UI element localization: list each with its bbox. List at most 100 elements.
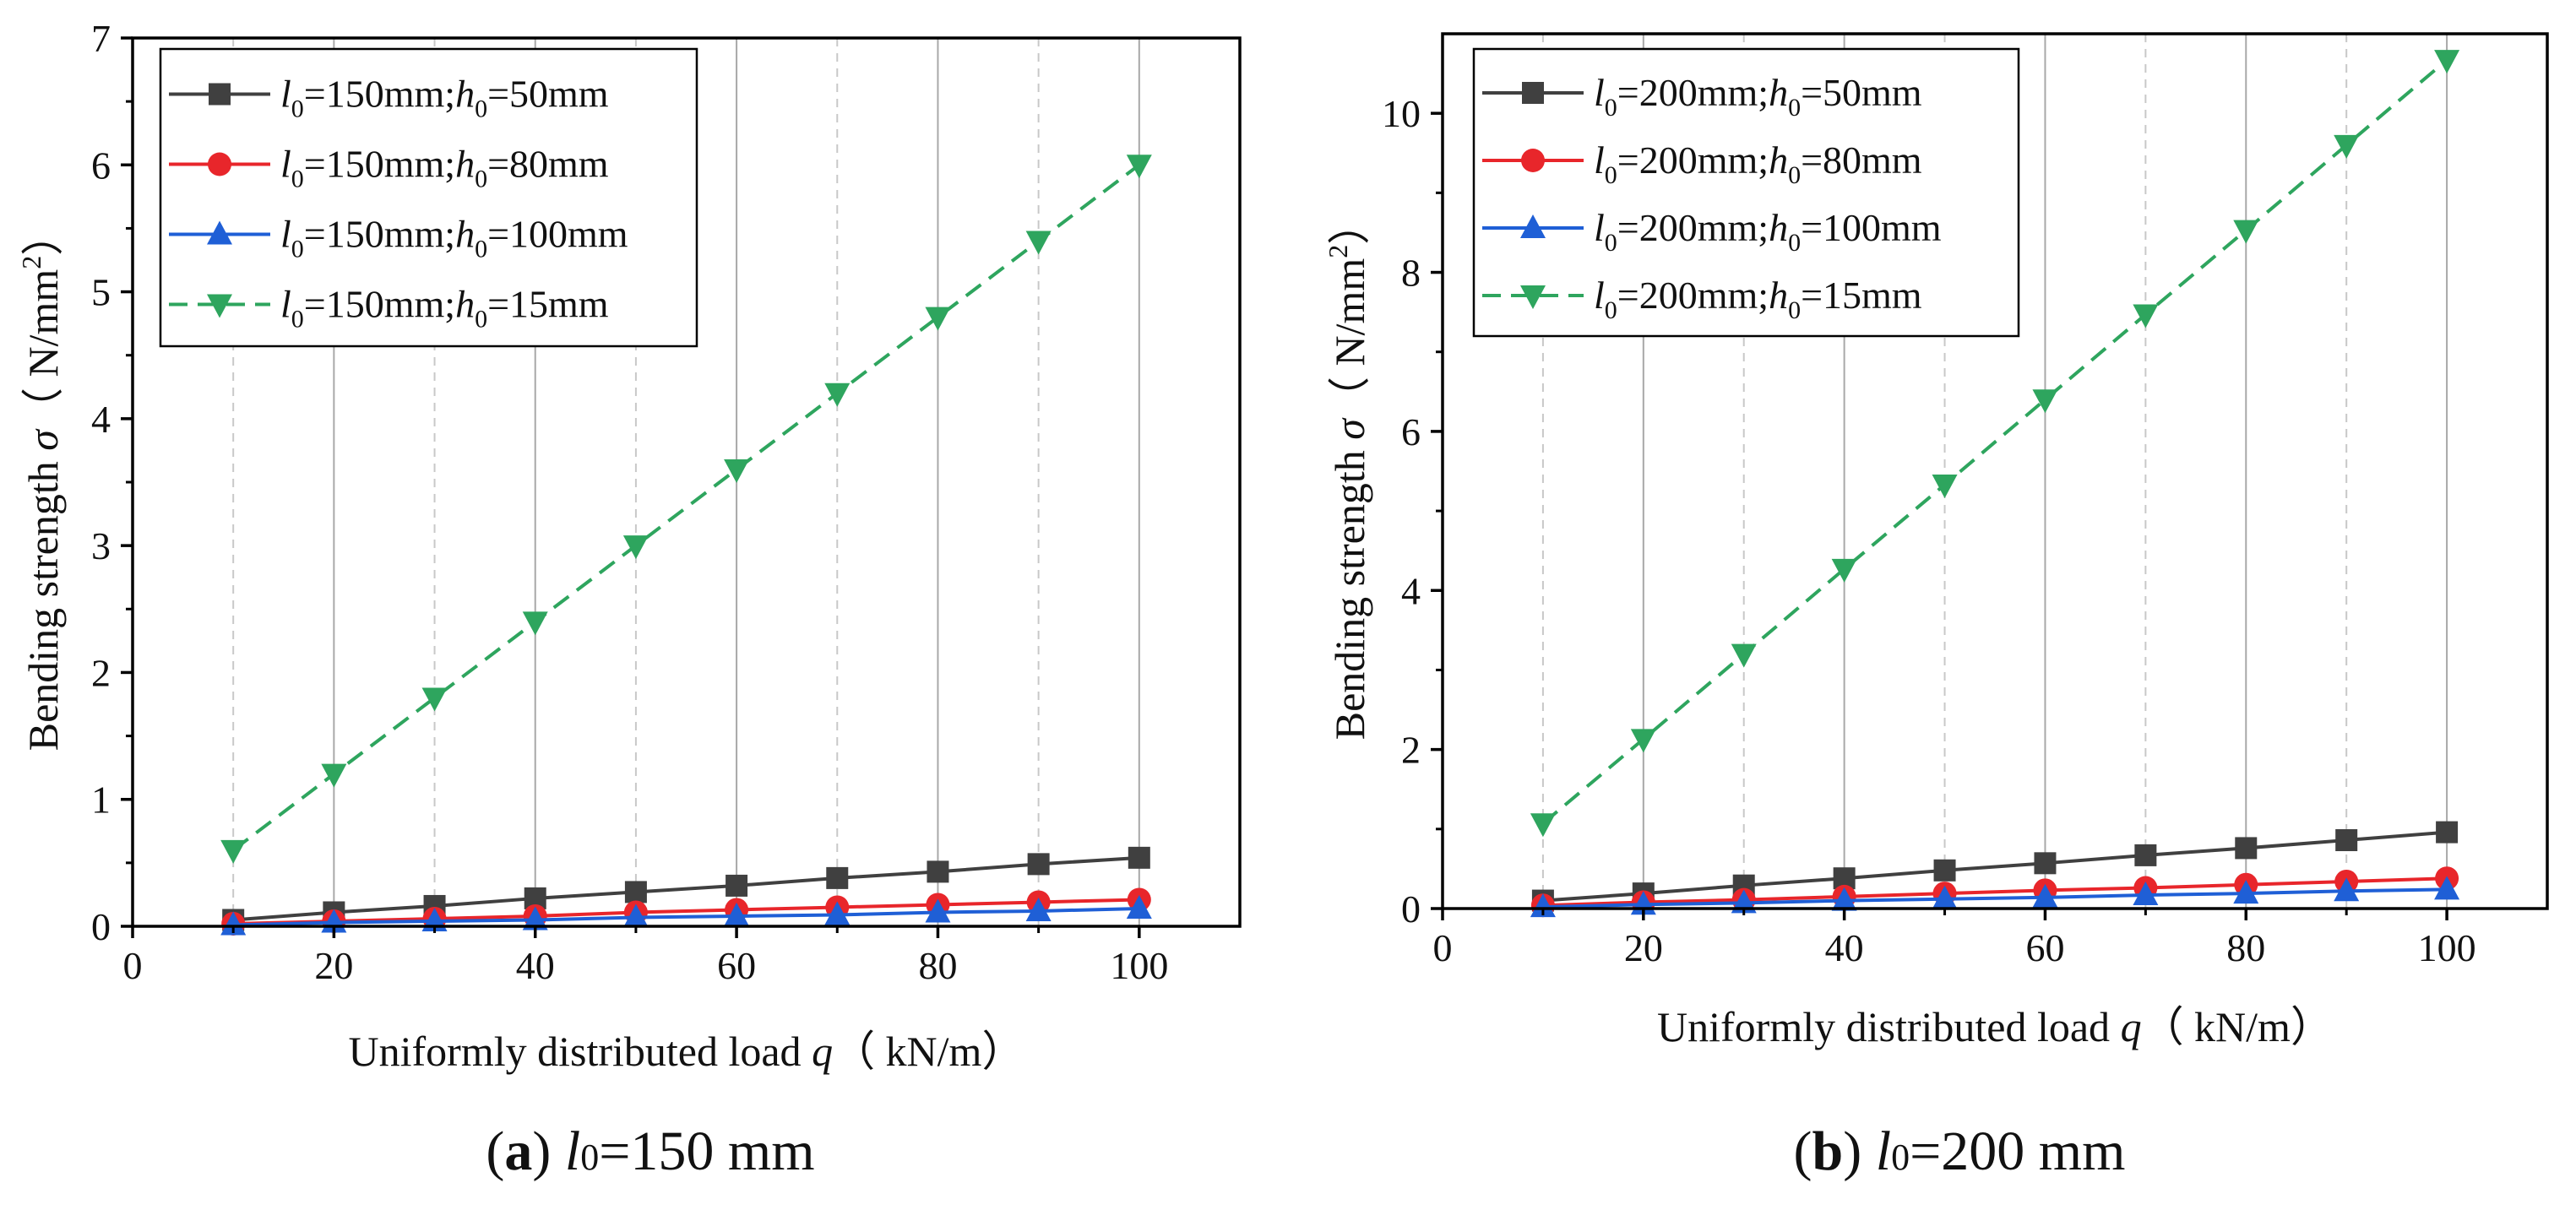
- data-point: [1731, 643, 1757, 668]
- y-axis-label: Bending strength σ（ N/mm2）: [16, 214, 67, 752]
- y-axis-label: Bending strength σ（ N/mm2）: [1323, 203, 1373, 741]
- legend-label: l0=150mm;h0=15mm: [280, 283, 609, 334]
- y-tick-label: 2: [91, 651, 111, 694]
- data-point: [2436, 821, 2459, 844]
- data-point: [622, 903, 649, 928]
- legend-label: l0=150mm;h0=100mm: [280, 213, 628, 263]
- grid: [232, 38, 1140, 926]
- y-axis: 0 1 2 3 4 5 6 7: [91, 17, 133, 948]
- data-point: [1126, 894, 1152, 919]
- y-tick-label: 5: [91, 271, 111, 314]
- chart-panel-a: 0 20 40 60 80 100 0 1 2 3 4 5 6 7 Uniformly distribute…: [16, 17, 1242, 1182]
- x-tick-label: 80: [918, 944, 957, 987]
- data-point: [2334, 877, 2360, 902]
- y-tick-label: 0: [1401, 887, 1421, 931]
- x-tick-label: 60: [2025, 926, 2064, 969]
- data-point: [321, 763, 347, 788]
- legend-label: l0=200mm;h0=100mm: [1594, 206, 1942, 257]
- x-axis: 0 20 40 60 80 100: [1433, 909, 2476, 969]
- data-point: [220, 911, 247, 936]
- legend-item: l0=150mm;h0=15mm: [169, 283, 609, 334]
- x-tick-label: 100: [2418, 926, 2476, 969]
- data-point: [2133, 304, 2159, 328]
- legend-item: l0=200mm;h0=100mm: [1482, 206, 1942, 257]
- data-point: [1027, 853, 1050, 876]
- x-axis-label: Uniformly distributed load q（ kN/m）: [349, 1028, 1024, 1075]
- data-point: [2032, 883, 2058, 908]
- data-point: [522, 906, 548, 931]
- series-line: [1541, 58, 2448, 825]
- data-point: [724, 902, 750, 926]
- series-line: [233, 898, 1139, 925]
- series-line: [1542, 830, 2448, 903]
- panel-caption: (a) l0=150 mm: [486, 1120, 814, 1182]
- legend-marker: [208, 152, 231, 176]
- data-point: [1831, 558, 1857, 583]
- data-point: [2335, 829, 2358, 852]
- data-point: [1530, 893, 1556, 918]
- series-line: [233, 906, 1139, 927]
- x-tick-label: 0: [1433, 926, 1453, 969]
- legend-marker: [207, 294, 232, 318]
- data-point: [1831, 887, 1857, 911]
- legend-item: l0=150mm;h0=50mm: [169, 73, 609, 123]
- legend-item: l0=200mm;h0=80mm: [1482, 138, 1922, 189]
- data-point: [1630, 729, 1656, 753]
- legend-label: l0=200mm;h0=15mm: [1594, 274, 1922, 324]
- legend-box: [159, 47, 698, 348]
- data-point: [522, 611, 548, 636]
- data-point: [1932, 475, 1958, 499]
- legend: l0=150mm;h0=50mm l0=150mm;h0=80mm l0=150mm…: [159, 47, 698, 348]
- legend-box: [1472, 47, 2020, 338]
- x-tick-label: 40: [1825, 926, 1864, 969]
- legend-label: l0=150mm;h0=50mm: [280, 73, 609, 123]
- x-tick-label: 20: [1624, 926, 1663, 969]
- legend-item: l0=150mm;h0=80mm: [169, 143, 609, 193]
- series-3: [220, 894, 1152, 936]
- x-tick-label: 0: [123, 944, 143, 987]
- data-point: [1126, 155, 1152, 179]
- legend-item: l0=200mm;h0=50mm: [1482, 71, 1922, 122]
- data-point: [1128, 846, 1150, 869]
- data-point: [2233, 220, 2259, 244]
- data-point: [2133, 881, 2159, 905]
- panel-caption: (b) l0=200 mm: [1794, 1120, 2126, 1182]
- x-tick-label: 60: [717, 944, 756, 987]
- data-point: [2334, 134, 2360, 159]
- plot-frame: [1441, 32, 2549, 910]
- legend-label: l0=150mm;h0=80mm: [280, 143, 609, 193]
- legend-marker: [1520, 285, 1546, 309]
- data-point: [726, 874, 748, 897]
- data-point: [826, 866, 849, 889]
- data-point: [1530, 813, 1556, 838]
- series-line: [231, 163, 1141, 852]
- data-point: [2134, 844, 2157, 866]
- x-axis-label: Uniformly distributed load q（ kN/m）: [1657, 1003, 2333, 1050]
- data-point: [824, 901, 851, 925]
- y-tick-label: 6: [91, 144, 111, 187]
- data-point: [1025, 897, 1052, 921]
- data-point: [622, 535, 649, 560]
- data-point: [220, 839, 247, 864]
- x-axis: 0 20 40 60 80 100: [123, 926, 1168, 987]
- x-tick-label: 100: [1110, 944, 1168, 987]
- y-tick-label: 7: [91, 17, 111, 60]
- y-tick-label: 2: [1401, 729, 1421, 772]
- y-axis: 0 2 4 6 8 10: [1382, 92, 1443, 931]
- data-point: [2233, 880, 2259, 904]
- x-tick-label: 40: [516, 944, 555, 987]
- legend-marker: [1520, 214, 1546, 238]
- y-tick-label: 10: [1382, 92, 1421, 135]
- data-point: [927, 860, 949, 883]
- legend-label: l0=200mm;h0=80mm: [1594, 138, 1922, 189]
- series-line: [1542, 887, 2448, 909]
- legend-item: l0=150mm;h0=100mm: [169, 213, 628, 263]
- legend-label: l0=200mm;h0=50mm: [1594, 71, 1922, 122]
- data-point: [2434, 876, 2460, 900]
- y-tick-label: 3: [91, 524, 111, 567]
- data-point: [925, 898, 951, 923]
- data-point: [1025, 231, 1052, 255]
- data-point: [2235, 837, 2258, 860]
- data-point: [1933, 859, 1956, 882]
